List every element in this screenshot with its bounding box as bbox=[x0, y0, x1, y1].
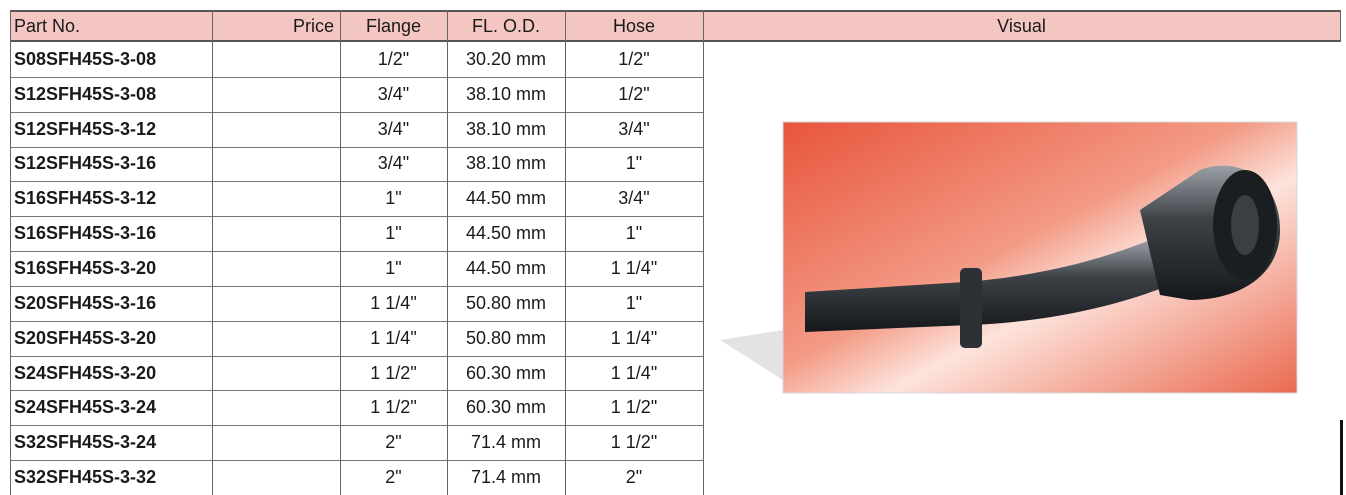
table-cell: 1 1/4" bbox=[610, 257, 658, 278]
table-cell: 60.30 mm bbox=[465, 397, 547, 418]
table-cell: S16SFH45S-3-16 bbox=[14, 223, 157, 244]
table-cell: S08SFH45S-3-08 bbox=[14, 48, 157, 69]
table-cell: S12SFH45S-3-16 bbox=[14, 153, 157, 174]
table-cell: 38.10 mm bbox=[465, 118, 547, 139]
row-border bbox=[10, 390, 703, 392]
table-cell: 1 1/2" bbox=[610, 432, 658, 453]
table-cell: 1/2" bbox=[618, 48, 650, 69]
table-cell: 1 1/2" bbox=[370, 362, 417, 383]
header-bar bbox=[10, 10, 1340, 42]
table-cell: S32SFH45S-3-32 bbox=[14, 467, 157, 488]
table-cell: 1" bbox=[625, 223, 643, 244]
table-cell: 1 1/4" bbox=[370, 327, 417, 348]
edge-line bbox=[1340, 420, 1343, 495]
table-cell: S12SFH45S-3-08 bbox=[14, 83, 157, 104]
table-cell: S16SFH45S-3-20 bbox=[14, 257, 157, 278]
table-cell: 1 1/4" bbox=[610, 327, 658, 348]
table-cell: 71.4 mm bbox=[470, 432, 542, 453]
row-border bbox=[10, 181, 703, 183]
table-cell: 2" bbox=[625, 467, 643, 488]
product-photo bbox=[720, 121, 1298, 394]
table-cell: 44.50 mm bbox=[465, 188, 547, 209]
header-cell: Part No. bbox=[14, 15, 81, 36]
column-border bbox=[10, 10, 11, 495]
table-cell: 3/4" bbox=[377, 118, 410, 139]
table-cell: 2" bbox=[385, 467, 402, 488]
table-cell: S20SFH45S-3-20 bbox=[14, 327, 157, 348]
table-cell: 44.50 mm bbox=[465, 257, 547, 278]
column-border bbox=[212, 10, 213, 495]
row-border bbox=[10, 425, 703, 427]
header-cell: Visual bbox=[997, 15, 1046, 36]
row-border bbox=[10, 460, 703, 462]
row-border bbox=[10, 320, 703, 322]
table-cell: 38.10 mm bbox=[465, 83, 547, 104]
column-border bbox=[565, 10, 566, 495]
table-cell: 1 1/2" bbox=[610, 397, 658, 418]
table-cell: 3/4" bbox=[618, 188, 650, 209]
table-cell: 1 1/4" bbox=[370, 292, 417, 313]
table-cell: S24SFH45S-3-20 bbox=[14, 362, 157, 383]
table-cell: S16SFH45S-3-12 bbox=[14, 188, 157, 209]
table-cell: 1/2" bbox=[618, 83, 650, 104]
table-cell: 1" bbox=[385, 223, 402, 244]
table-cell: 1" bbox=[385, 188, 402, 209]
table-cell: 2" bbox=[385, 432, 402, 453]
header-cell: FL. O.D. bbox=[471, 15, 540, 36]
table-cell: 3/4" bbox=[377, 83, 410, 104]
header-cell: Flange bbox=[365, 15, 422, 36]
table-cell: 44.50 mm bbox=[465, 223, 547, 244]
row-border bbox=[10, 76, 703, 78]
table-cell: 1" bbox=[385, 257, 402, 278]
row-border bbox=[10, 216, 703, 218]
row-border bbox=[10, 285, 703, 287]
row-border bbox=[10, 111, 703, 113]
table-cell: 1/2" bbox=[377, 48, 410, 69]
table-cell: S32SFH45S-3-24 bbox=[14, 432, 157, 453]
table-cell: S24SFH45S-3-24 bbox=[14, 397, 157, 418]
column-border bbox=[703, 10, 704, 495]
row-border bbox=[10, 146, 703, 148]
table-cell: S12SFH45S-3-12 bbox=[14, 118, 157, 139]
table-cell: 30.20 mm bbox=[465, 48, 547, 69]
table-cell: S20SFH45S-3-16 bbox=[14, 292, 157, 313]
row-border bbox=[10, 355, 703, 357]
column-border bbox=[447, 10, 448, 495]
table-cell: 50.80 mm bbox=[465, 292, 547, 313]
header-cell: Price bbox=[292, 15, 334, 36]
column-border bbox=[340, 10, 341, 495]
table-cell: 1 1/4" bbox=[610, 362, 658, 383]
table-cell: 1" bbox=[625, 292, 643, 313]
table-cell: 60.30 mm bbox=[465, 362, 547, 383]
table-cell: 1 1/2" bbox=[370, 397, 417, 418]
table-cell: 38.10 mm bbox=[465, 153, 547, 174]
table-cell: 3/4" bbox=[377, 153, 410, 174]
row-border bbox=[10, 251, 703, 253]
table-cell: 50.80 mm bbox=[465, 327, 547, 348]
header-cell: Hose bbox=[612, 15, 656, 36]
column-border bbox=[1340, 10, 1341, 42]
table-cell: 71.4 mm bbox=[470, 467, 542, 488]
table-cell: 1" bbox=[625, 153, 643, 174]
table-cell: 3/4" bbox=[618, 118, 650, 139]
